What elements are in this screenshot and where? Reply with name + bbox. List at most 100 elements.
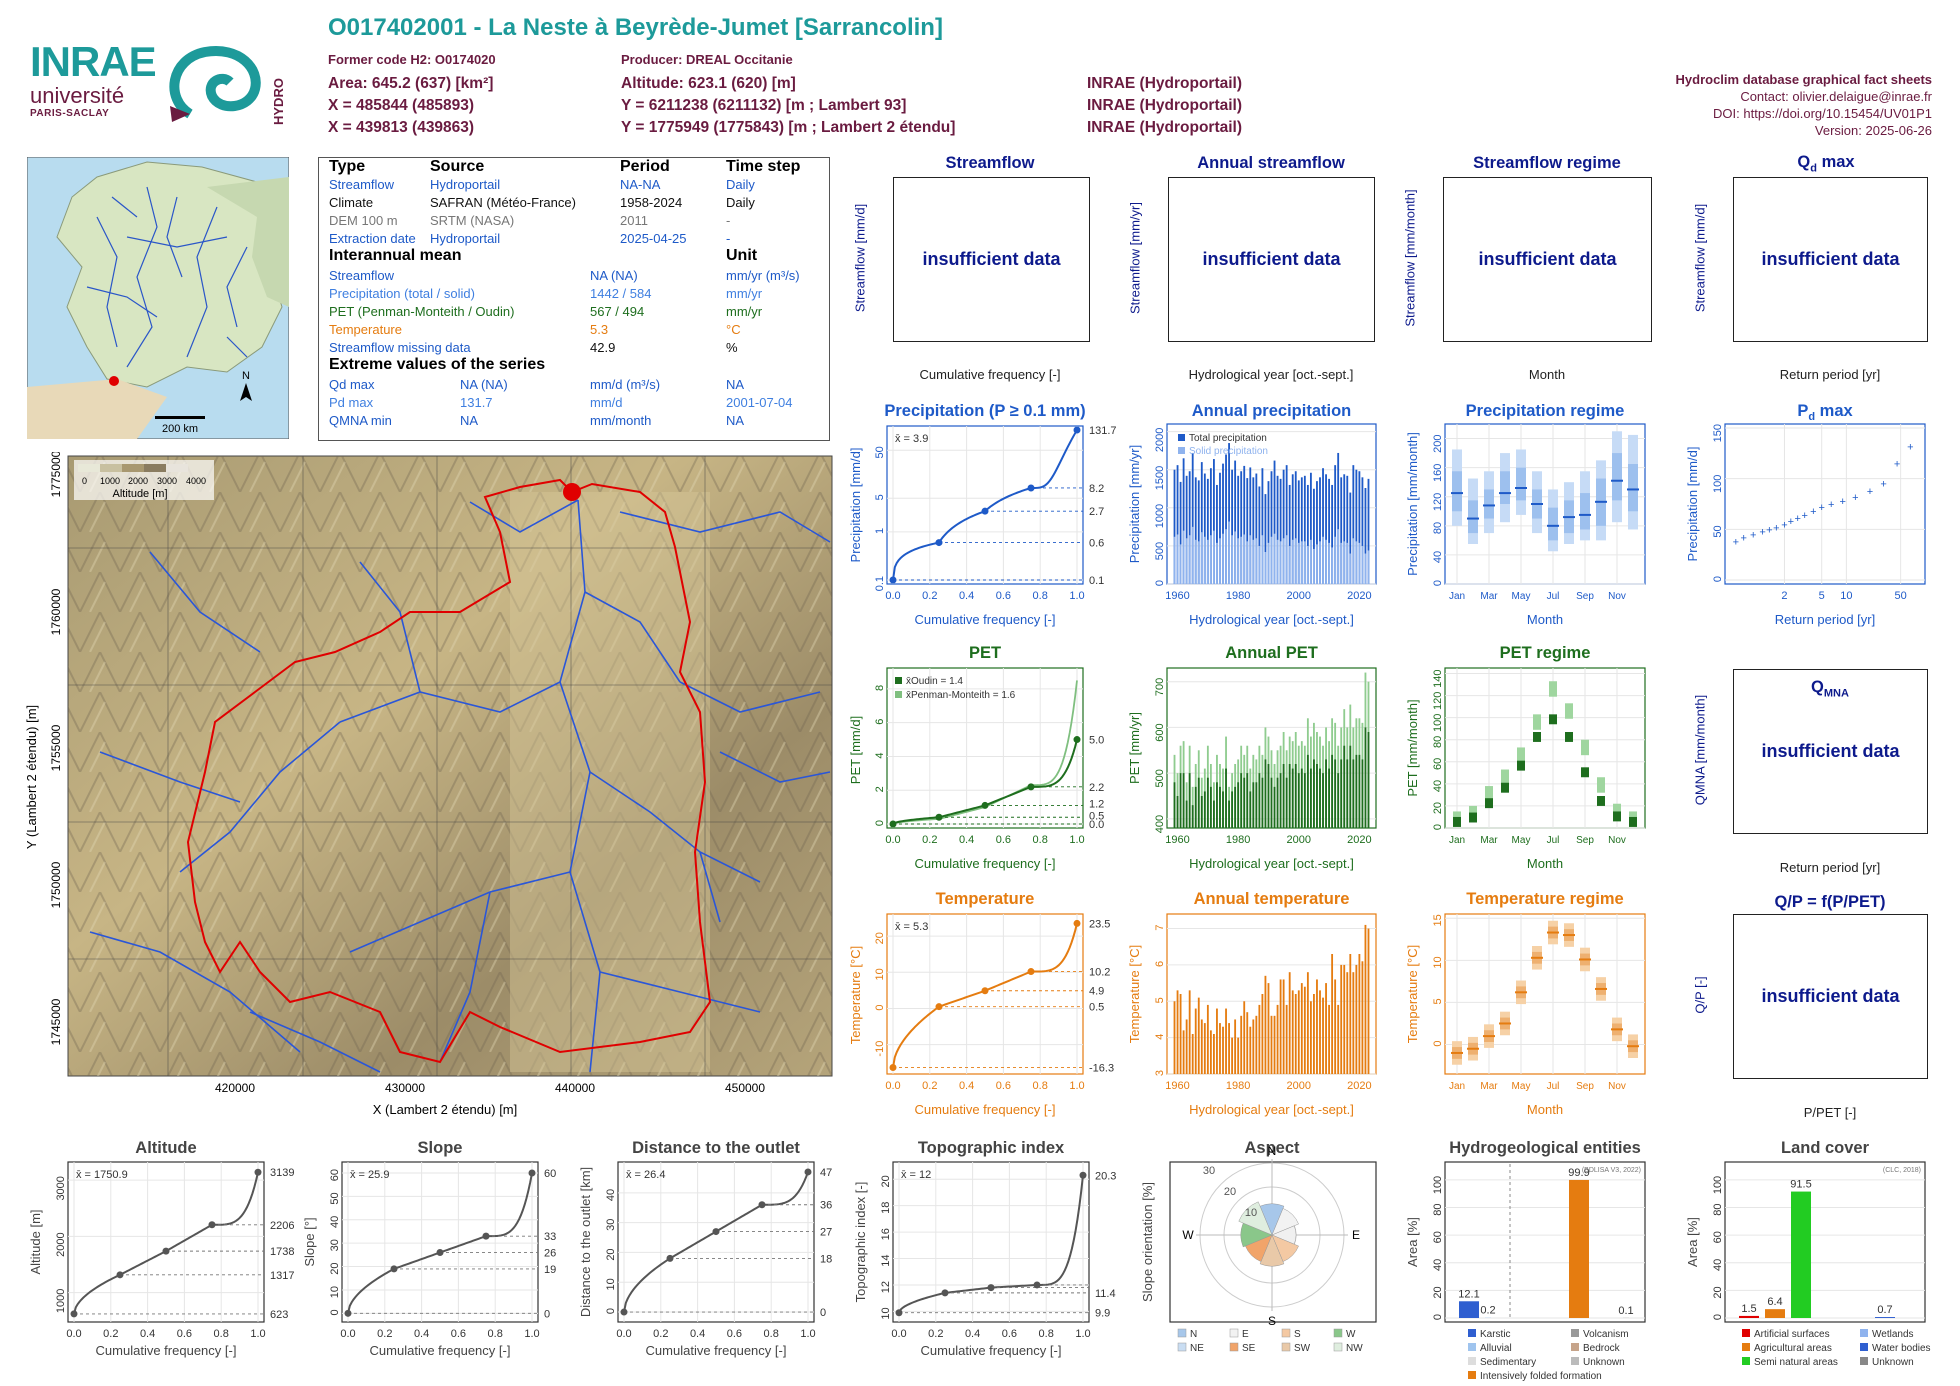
box-oudin [1453,816,1461,827]
annual-pet-bar [1173,782,1176,828]
annual-precip-bar [1297,542,1300,584]
aspect-legend-label: SW [1294,1343,1311,1354]
qd-max-xlabel: Return period [yr] [1779,367,1881,382]
quantile-point [208,1221,216,1229]
annual-precip-bar [1191,526,1194,584]
row-period: NA-NA [620,177,661,192]
contact[interactable]: Contact: olivier.delaigue@inrae.fr [1740,89,1932,104]
precip-frame [886,425,1084,585]
annual-precip-bar [1316,544,1318,584]
y-tick: 60 [1712,1231,1724,1243]
annual-pet-bar [1182,773,1185,828]
distance-frame [617,1161,815,1323]
box-pm [1597,777,1605,793]
x-tick: 0.8 [488,1328,503,1340]
annual-pet-bar [1225,768,1227,828]
pd-max-point: + [1880,479,1886,491]
annual-pet-bar [1191,805,1194,828]
y-tick: 5 [1432,998,1444,1004]
annual-temp-bar [1340,964,1343,1074]
quantile-label: 2.7 [1089,506,1104,518]
row-source: Hydroportail [430,177,501,192]
annual-precip-bar [1361,545,1364,584]
annual-precip-bar [1282,469,1285,584]
doi[interactable]: DOI: https://doi.org/10.15454/UV01P1 [1713,106,1932,121]
annual-precip-bar [1334,536,1337,584]
annual-precip-bar [1176,465,1179,584]
quantile-label: 9.9 [1095,1308,1110,1320]
x-tick: 440000 [555,1081,595,1095]
annual-temp-bar [1228,1023,1230,1074]
annual-pet-bar [1264,759,1267,828]
y-tick: 1755000 [49,724,63,771]
quantile-label: 1.2 [1089,799,1104,811]
pd-max-point: + [1828,499,1834,511]
box-oudin [1469,812,1477,823]
y-tick: 100 [1432,714,1444,732]
quantile-label: 23.5 [1089,918,1110,930]
annual-temp-bar [1352,972,1355,1074]
annual-precip-bar [1203,473,1206,584]
x-tick: 0.4 [690,1328,705,1340]
y-tick: 100 [1712,1176,1724,1194]
annual-temp-bar [1288,972,1291,1074]
x-tick: Nov [1608,835,1626,846]
hydrogeo-legend-icon [1571,1357,1579,1365]
annual-precip-bar [1225,454,1227,584]
topo-curve [898,1175,1084,1314]
x-tick: 0.8 [764,1328,779,1340]
altitude-frame [67,1161,265,1323]
y-tick: 100 [1432,1176,1444,1194]
topo-xlabel: Cumulative frequency [-] [921,1343,1062,1358]
x-tick: 0.2 [653,1328,668,1340]
annual-temp-bar [1234,1019,1237,1074]
annual-temp-bar [1182,1030,1185,1074]
aspect-ring-label: 20 [1224,1186,1236,1198]
pd-max-point: + [1795,513,1801,525]
x-tick: 2000 [1287,834,1311,846]
annual-precip-bar [1237,538,1240,584]
source-2: INRAE (Hydroportail) [1087,97,1242,114]
annual-temp-bar [1219,1023,1221,1074]
annual-precip-bar [1243,534,1246,584]
annual-precip-bar [1349,492,1352,584]
quantile-label: 131.7 [1089,425,1117,437]
annual-precip-bar [1197,480,1200,584]
quantile-label: 5.0 [1089,735,1104,747]
aspect-legend-icon [1281,1328,1291,1338]
quantile-point [1027,968,1035,976]
pet-regime-xlabel: Month [1527,856,1563,871]
y-tick: 20 [329,1263,341,1275]
y-tick: 20 [605,1248,617,1260]
y-tick: 0 [1432,824,1444,830]
temp-regime-xlabel: Month [1527,1102,1563,1117]
y-tick: 160 [1432,464,1444,482]
annual-temp-bar [1191,1034,1194,1074]
hydrogeo-legend-icon [1468,1371,1476,1379]
annual-precip-bar [1346,475,1349,584]
y-tick: 120 [1432,692,1444,710]
alt-tick: 1000 [100,476,120,486]
page-title: O017402001 - La Neste à Beyrède-Jumet [S… [328,14,943,41]
temp-curve [892,923,1078,1068]
annual-precip-bar [1234,531,1237,584]
annual-pet-bar [1252,782,1255,828]
y-tick: 20 [1712,1286,1724,1298]
annual-precip-bar [1303,475,1306,584]
pd-max-point: + [1788,516,1794,528]
annual-temp-bar [1361,961,1364,1074]
quantile-label: 11.4 [1095,1288,1116,1300]
x-tick: 2000 [1287,590,1311,602]
mean-value: NA (NA) [590,268,638,283]
annual-pet-bar [1240,773,1243,828]
y-tick: 40 [1432,780,1444,792]
producer: Producer: DREAL Occitanie [621,52,793,67]
altitude-title: Altitude [135,1139,196,1157]
box-oudin [1629,816,1637,827]
annual-precip-bar [1194,477,1197,584]
y-tick: 2000 [1154,428,1166,452]
annual-temp-bar [1246,1012,1249,1074]
x-tick: 0.0 [66,1328,81,1340]
x-tick: 1960 [1165,834,1189,846]
x-tick: 1.0 [1069,590,1084,602]
